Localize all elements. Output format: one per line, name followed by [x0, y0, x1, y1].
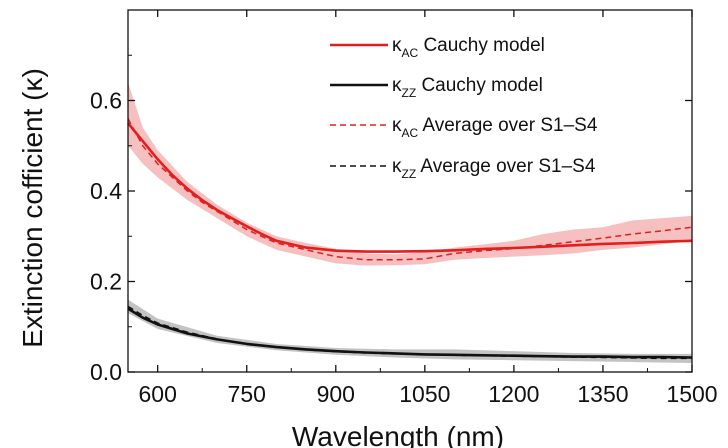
- legend: κAC Cauchy model κZZ Cauchy model κAC Aver…: [330, 35, 598, 181]
- x-tick-label: 900: [317, 381, 355, 407]
- x-axis-title: Wavelength (nm): [292, 421, 504, 448]
- series-line-3: [127, 118, 693, 261]
- series-line-1: [126, 122, 693, 253]
- axis-tick-labels: 600 750 900 1050 1200 1350 1500 0.0 0.2 0.4 0.6: [90, 88, 718, 408]
- series-lines: [126, 118, 693, 360]
- x-tick-label: 1050: [399, 381, 450, 407]
- legend-label-3: κAC Average over S1–S4: [392, 115, 598, 140]
- x-tick-label: 1200: [488, 381, 539, 407]
- y-tick-label: 0.0: [90, 359, 122, 385]
- y-tick-label: 0.2: [90, 269, 122, 295]
- x-tick-label: 1350: [577, 381, 628, 407]
- x-tick-label: 750: [228, 381, 266, 407]
- y-tick-label: 0.6: [90, 88, 122, 114]
- legend-label-4: κZZ Average over S1–S4: [392, 156, 596, 181]
- x-tick-label: 600: [138, 381, 176, 407]
- y-axis-title: Extinction cofficient (κ): [17, 68, 48, 348]
- series-line-2: [127, 307, 693, 359]
- legend-label-1: κAC Cauchy model: [392, 35, 545, 60]
- y-tick-label: 0.4: [90, 178, 122, 204]
- axis-ticks: [128, 10, 693, 373]
- legend-label-2: κZZ Cauchy model: [392, 75, 543, 100]
- plot-frame: [127, 9, 693, 373]
- variance-bands: [128, 82, 692, 363]
- x-tick-label: 1500: [666, 381, 717, 407]
